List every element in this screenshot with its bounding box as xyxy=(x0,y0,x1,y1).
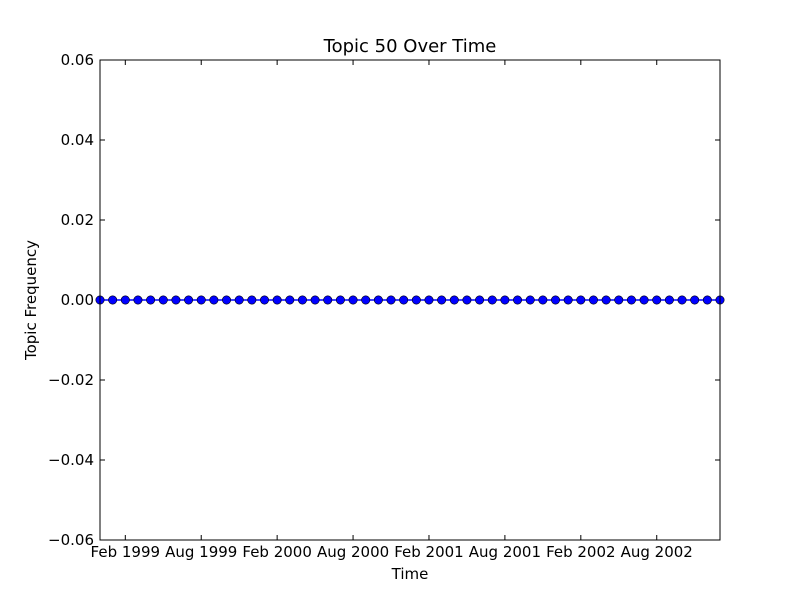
data-point xyxy=(222,295,232,305)
data-point xyxy=(614,295,624,305)
data-point xyxy=(297,295,307,305)
data-point xyxy=(247,295,257,305)
data-point xyxy=(449,295,459,305)
plot-frame xyxy=(99,59,721,541)
data-point xyxy=(285,295,295,305)
data-point xyxy=(576,295,586,305)
y-tick-label: −0.04 xyxy=(48,451,94,469)
data-point xyxy=(513,295,523,305)
data-point xyxy=(120,295,130,305)
data-point xyxy=(310,295,320,305)
data-point xyxy=(171,295,181,305)
data-point xyxy=(652,295,662,305)
x-tick-label: Aug 2002 xyxy=(621,543,693,561)
chart-title: Topic 50 Over Time xyxy=(323,36,497,57)
y-tick-label: −0.02 xyxy=(48,371,94,389)
data-point xyxy=(158,295,168,305)
data-point xyxy=(209,295,219,305)
data-point xyxy=(108,295,118,305)
y-axis-ticks: 0.06 0.04 0.02 0.00 −0.02 −0.04 −0.06 xyxy=(48,51,720,549)
data-point xyxy=(487,295,497,305)
data-point xyxy=(146,295,156,305)
data-point xyxy=(133,295,143,305)
data-point xyxy=(335,295,345,305)
data-point xyxy=(677,295,687,305)
data-point xyxy=(588,295,598,305)
data-point xyxy=(462,295,472,305)
data-point xyxy=(424,295,434,305)
x-axis-label: Time xyxy=(391,565,429,583)
data-point xyxy=(500,295,510,305)
data-point xyxy=(702,295,712,305)
data-point xyxy=(323,295,333,305)
y-axis-label: Topic Frequency xyxy=(22,240,40,361)
x-tick-label: Feb 2000 xyxy=(242,543,312,561)
x-tick-label: Aug 2001 xyxy=(469,543,541,561)
data-point xyxy=(601,295,611,305)
data-point xyxy=(234,295,244,305)
x-tick-label: Feb 2001 xyxy=(394,543,464,561)
data-point xyxy=(664,295,674,305)
y-tick-label: 0.00 xyxy=(61,291,94,309)
data-point xyxy=(538,295,548,305)
y-tick-label: 0.04 xyxy=(61,131,94,149)
x-tick-label: Aug 1999 xyxy=(165,543,237,561)
data-point xyxy=(475,295,485,305)
x-tick-label: Aug 2000 xyxy=(317,543,389,561)
y-tick-label: 0.06 xyxy=(61,51,94,69)
data-point xyxy=(626,295,636,305)
data-point xyxy=(563,295,573,305)
data-point xyxy=(690,295,700,305)
x-tick-label: Feb 1999 xyxy=(91,543,161,561)
data-point xyxy=(184,295,194,305)
data-point xyxy=(259,295,269,305)
data-point xyxy=(437,295,447,305)
data-point xyxy=(411,295,421,305)
series-group xyxy=(95,295,725,305)
y-tick-label: 0.02 xyxy=(61,211,94,229)
data-point xyxy=(361,295,371,305)
data-point xyxy=(196,295,206,305)
data-point xyxy=(272,295,282,305)
x-tick-label: Feb 2002 xyxy=(546,543,616,561)
data-point xyxy=(373,295,383,305)
data-point xyxy=(386,295,396,305)
data-point xyxy=(348,295,358,305)
x-axis-ticks: Feb 1999 Aug 1999 Feb 2000 Aug 2000 Feb 2001… xyxy=(91,60,693,561)
data-point xyxy=(639,295,649,305)
data-point xyxy=(525,295,535,305)
data-point xyxy=(551,295,561,305)
data-point xyxy=(399,295,409,305)
y-tick-label: −0.06 xyxy=(48,531,94,549)
